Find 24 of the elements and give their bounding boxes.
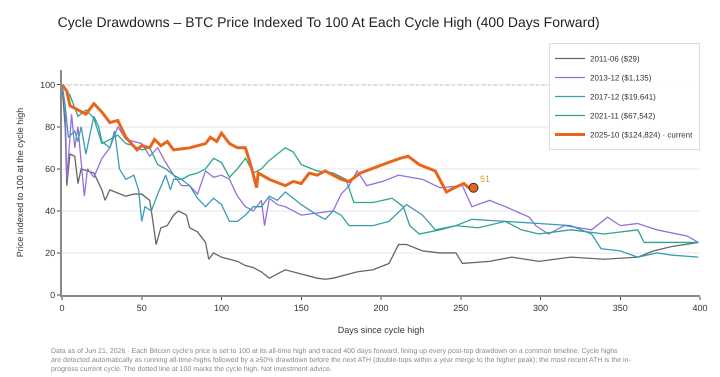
x-tick-label: 350 [612, 302, 628, 313]
x-tick-label: 400 [692, 302, 708, 313]
legend-label: 2017-12 ($19,641) [590, 92, 656, 102]
annotation: 51 [480, 174, 490, 184]
chart-title: Cycle Drawdowns – BTC Price Indexed To 100 At Each Cycle High (400 Days Forward) [58, 14, 600, 30]
x-tick-label: 150 [294, 302, 309, 313]
legend-label: 2025-10 ($124,824) · current [590, 130, 694, 140]
x-tick-label: 250 [453, 302, 468, 313]
y-tick-label: 20 [45, 248, 56, 258]
y-tick-label: 60 [45, 164, 56, 174]
legend-label: 2021-11 ($67,542) [590, 112, 656, 121]
y-tick-label: 100 [40, 80, 56, 90]
legend-label: 2011-06 ($29) [590, 54, 640, 64]
x-tick-label: 200 [373, 302, 389, 313]
y-tick-label: 80 [45, 122, 56, 132]
x-tick-label: 50 [136, 302, 147, 313]
x-tick-label: 100 [214, 302, 230, 313]
y-axis-title: Price indexed to 100 at the cycle high [15, 108, 26, 258]
x-tick-label: 0 [59, 302, 65, 313]
y-tick-label: 40 [45, 206, 56, 216]
x-tick-label: 300 [532, 302, 548, 313]
legend-label: 2013-12 ($1,135) [590, 74, 652, 83]
y-tick-label: 0 [50, 290, 56, 300]
x-axis-title: Days since cycle high [338, 325, 424, 336]
